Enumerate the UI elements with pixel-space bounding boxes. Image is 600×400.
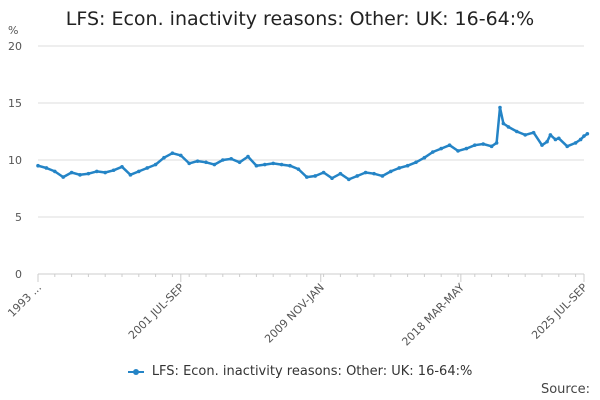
x-tick-label: 2025 JUL-SEP [529,281,590,342]
axes: 0 5 10 15 20 1993 ... 2001 JUL-SEP 2009 NOV-JAN… [5,40,590,349]
data-point [553,137,558,142]
data-point [506,125,511,129]
data-point [397,166,402,170]
legend-label: LFS: Econ. inactivity reasons: Other: UK… [151,364,473,379]
data-point [145,166,149,170]
data-point [578,137,583,142]
data-point [355,174,360,178]
data-point [380,174,385,178]
data-point [439,146,444,151]
data-point [120,165,124,169]
series-line [37,106,589,181]
data-point [103,170,107,175]
source-label: Source: [540,382,590,397]
data-point [313,174,318,178]
data-point [573,141,578,145]
data-point [212,162,217,167]
data-point [321,170,326,175]
data-point [237,160,242,165]
data-point [111,168,116,173]
y-tick-label: 20 [8,40,22,53]
x-tick-label: 2018 MAR-MAY [399,281,467,349]
data-point [69,170,74,175]
data-point [338,171,343,176]
data-point [481,142,486,146]
series-layer [36,105,590,182]
data-point [545,139,549,144]
data-point [565,144,569,149]
legend-swatch [127,367,144,377]
data-point [288,163,292,168]
data-point [95,169,99,174]
data-point [128,173,133,177]
data-point [137,169,141,174]
data-point [254,163,259,168]
data-point [531,130,536,135]
data-point [405,163,410,168]
data-point [473,143,477,147]
data-point [540,143,544,147]
data-point [498,105,502,110]
data-point [44,166,49,170]
data-point [456,149,460,153]
data-point [195,159,200,163]
data-point [279,162,284,167]
data-point [372,171,376,176]
data-point [363,170,368,175]
data-point [431,150,435,154]
data-point [246,154,250,159]
data-point [305,175,309,179]
x-tick-label: 1993 ... [5,281,44,320]
data-point [179,153,183,158]
data-point [153,162,158,167]
grid-lines [38,45,584,218]
data-point [296,167,301,171]
data-point [78,173,82,177]
data-point [414,160,418,165]
data-point [557,136,561,141]
chart-title: LFS: Econ. inactivity reasons: Other: UK… [65,8,535,30]
data-point [330,176,334,181]
data-point [221,158,225,162]
data-point [347,177,351,182]
x-tick-label: 2001 JUL-SEP [126,281,187,342]
data-point [86,171,91,176]
data-point [515,129,519,134]
data-point [162,155,166,160]
data-point [447,143,452,147]
data-point [422,155,427,160]
legend[interactable]: LFS: Econ. inactivity reasons: Other: UK… [0,364,600,379]
data-point [582,134,586,138]
data-point [464,146,469,151]
x-tick-label: 2009 NOV-JAN [262,281,327,346]
data-point [494,141,499,145]
data-point [170,151,175,155]
data-point [389,169,393,174]
data-point [187,161,191,166]
data-point [548,133,553,137]
y-tick-label: 0 [15,268,22,281]
y-tick-label: 15 [8,97,22,110]
data-point [523,133,527,137]
data-point [489,144,494,149]
data-point [229,157,233,161]
data-point [204,160,208,165]
y-tick-label: 5 [15,211,22,224]
data-point [263,162,267,167]
y-axis-unit-label: % [8,24,19,37]
data-point [61,175,65,179]
data-point [501,121,506,126]
data-point [271,161,276,166]
data-point [585,131,590,136]
data-point [36,163,40,168]
data-point [53,169,57,174]
y-tick-label: 10 [8,154,22,167]
